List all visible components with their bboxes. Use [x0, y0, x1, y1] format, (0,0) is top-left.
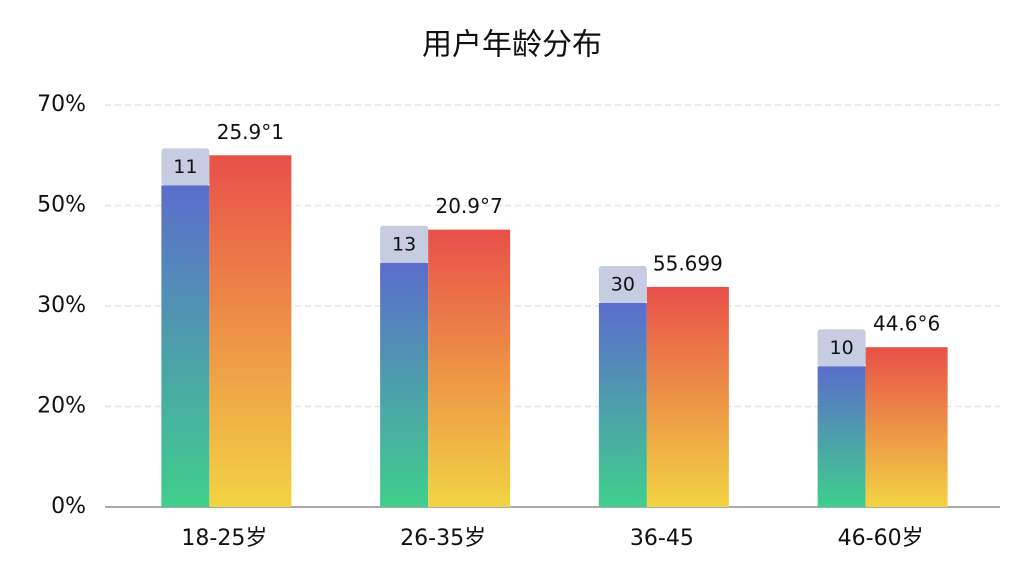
bar-cap: [817, 329, 866, 367]
bar-annotation: 11: [173, 156, 197, 178]
bar-cap: [598, 265, 647, 303]
y-tick-label: 30%: [37, 293, 86, 318]
bar: [598, 302, 647, 507]
bar-annotation: 44.6°6: [873, 312, 940, 336]
bar: [817, 366, 866, 507]
bar-annotation: 10: [830, 337, 854, 359]
bar: [865, 347, 948, 507]
bar-annotation: 55.699: [653, 251, 723, 275]
bar-annotation: 13: [392, 233, 416, 255]
bar-cap: [161, 148, 210, 186]
x-tick-label: 46-60岁: [838, 526, 924, 551]
bar-cap: [380, 225, 429, 263]
bar: [428, 229, 511, 507]
y-tick-label: 20%: [37, 394, 86, 419]
chart-title: 用户年龄分布: [422, 28, 602, 63]
bar-annotation: 20.9°7: [435, 194, 502, 218]
x-tick-label: 18-25岁: [181, 526, 267, 551]
bar: [380, 262, 429, 507]
y-tick-label: 0%: [51, 494, 86, 519]
bar-annotation: 25.9°1: [217, 120, 284, 144]
bar: [209, 155, 292, 507]
y-tick-label: 50%: [37, 193, 86, 218]
bar-annotation: 30: [611, 273, 635, 295]
bar: [161, 185, 210, 507]
bar: [646, 286, 729, 507]
x-tick-label: 26-35岁: [400, 526, 486, 551]
y-tick-label: 70%: [37, 92, 86, 117]
x-tick-label: 36-45: [630, 526, 694, 551]
